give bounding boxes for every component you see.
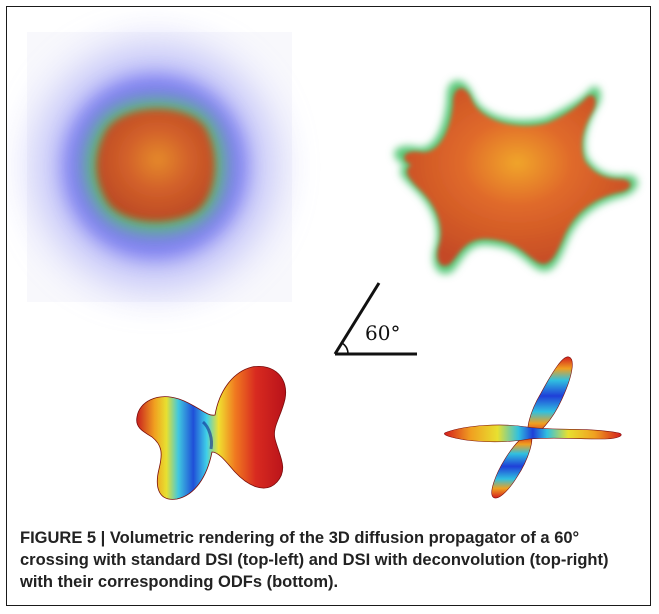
figure-caption-label: FIGURE 5 | bbox=[20, 529, 110, 547]
figure-caption-text: Volumetric rendering of the 3D diffusion… bbox=[20, 529, 609, 591]
angle-diagram: 60° bbox=[333, 282, 417, 356]
figure-artwork: 60° bbox=[27, 32, 638, 500]
odf-dsi-deconvolution bbox=[444, 356, 622, 499]
propagator-standard-dsi bbox=[27, 32, 292, 302]
figure-frame: 60° FIGURE 5 | Volumetric rendering of t… bbox=[6, 6, 651, 606]
angle-label: 60° bbox=[365, 321, 400, 345]
figure-caption: FIGURE 5 | Volumetric rendering of the 3… bbox=[20, 527, 640, 593]
propagator-dsi-deconvolution bbox=[394, 80, 638, 275]
odf-standard-dsi bbox=[136, 365, 287, 500]
